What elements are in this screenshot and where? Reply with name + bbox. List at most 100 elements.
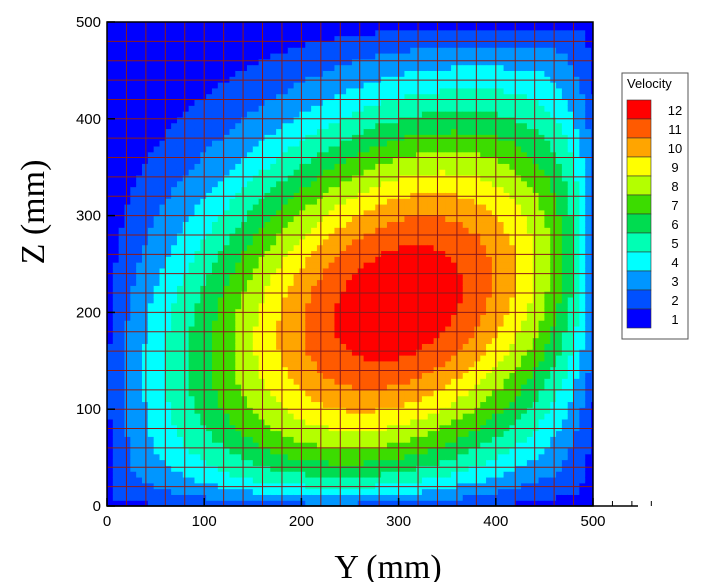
contour-cell (421, 471, 429, 478)
contour-cell (200, 180, 207, 188)
contour-cell (363, 291, 371, 298)
contour-cell (386, 471, 394, 478)
contour-cell (340, 325, 347, 333)
contour-cell (246, 465, 254, 472)
contour-cell (246, 447, 254, 455)
contour-cell (124, 291, 131, 298)
contour-cell (416, 52, 423, 60)
contour-cell (153, 389, 161, 397)
contour-cell (153, 262, 161, 269)
contour-cell (241, 122, 248, 130)
contour-cell (386, 291, 394, 298)
contour-cell (112, 349, 120, 356)
contour-cell (206, 227, 213, 234)
contour-cell (410, 343, 417, 350)
contour-cell (211, 250, 219, 257)
contour-cell (375, 140, 382, 147)
contour-cell (433, 331, 441, 339)
contour-cell (427, 424, 435, 432)
contour-cell (369, 198, 376, 205)
contour-cell (328, 227, 336, 234)
contour-cell (433, 198, 441, 205)
contour-cell (416, 320, 423, 327)
contour-cell (351, 58, 359, 66)
contour-cell (182, 436, 190, 443)
contour-cell (404, 436, 411, 443)
contour-cell (299, 47, 306, 54)
contour-cell (375, 331, 382, 339)
contour-cell (118, 349, 126, 356)
contour-cell (141, 262, 149, 269)
contour-cell (176, 99, 184, 106)
contour-cell (328, 494, 336, 501)
contour-cell (439, 157, 446, 164)
contour-cell (334, 418, 341, 426)
contour-cell (416, 331, 423, 339)
contour-cell (346, 76, 353, 83)
contour-cell (451, 500, 458, 506)
contour-cell (206, 58, 213, 66)
contour-cell (264, 482, 271, 490)
contour-cell (217, 337, 225, 344)
contour-cell (410, 378, 417, 385)
contour-cell (398, 378, 406, 385)
contour-cell (281, 128, 289, 135)
contour-cell (118, 192, 126, 199)
contour-cell (404, 22, 411, 25)
contour-cell (427, 47, 435, 54)
contour-cell (252, 82, 260, 89)
contour-cell (369, 279, 376, 286)
contour-cell (153, 52, 161, 60)
contour-cell (217, 52, 225, 60)
contour-cell (451, 413, 458, 420)
contour-cell (287, 273, 295, 281)
contour-cell (206, 418, 213, 426)
contour-cell (410, 262, 417, 269)
contour-cell (445, 221, 452, 228)
contour-cell (270, 430, 277, 437)
contour-cell (375, 209, 382, 217)
contour-cell (165, 180, 172, 188)
contour-cell (328, 140, 336, 147)
contour-cell (252, 70, 260, 77)
contour-cell (316, 343, 324, 350)
contour-cell (363, 331, 371, 339)
contour-cell (182, 215, 190, 223)
contour-cell (311, 291, 318, 298)
contour-cell (340, 494, 347, 501)
contour-cell (427, 52, 435, 60)
contour-cell (334, 128, 341, 135)
contour-cell (299, 418, 306, 426)
contour-cell (194, 99, 201, 106)
contour-cell (322, 401, 330, 408)
contour-cell (281, 93, 289, 101)
contour-cell (217, 296, 225, 304)
contour-cell (357, 157, 365, 164)
contour-cell (194, 320, 201, 327)
contour-cell (112, 384, 120, 391)
contour-cell (264, 430, 271, 437)
contour-cell (293, 215, 301, 223)
contour-cell (252, 302, 260, 310)
contour-cell (252, 35, 260, 42)
contour-cell (223, 436, 231, 443)
contour-cell (171, 64, 178, 71)
contour-cell (171, 424, 178, 432)
contour-cell (229, 296, 236, 304)
contour-cell (188, 267, 196, 275)
contour-cell (141, 29, 149, 37)
contour-cell (381, 151, 388, 159)
contour-cell (281, 349, 289, 356)
contour-cell (124, 337, 131, 344)
contour-cell (241, 476, 248, 484)
contour-cell (351, 64, 359, 71)
contour-cell (351, 116, 359, 124)
contour-cell (235, 111, 242, 118)
contour-cell (386, 87, 394, 95)
contour-cell (281, 157, 289, 164)
contour-cell (340, 116, 347, 124)
contour-cell (416, 256, 423, 263)
contour-cell (141, 64, 149, 71)
contour-cell (351, 180, 359, 188)
contour-cell (363, 145, 371, 153)
